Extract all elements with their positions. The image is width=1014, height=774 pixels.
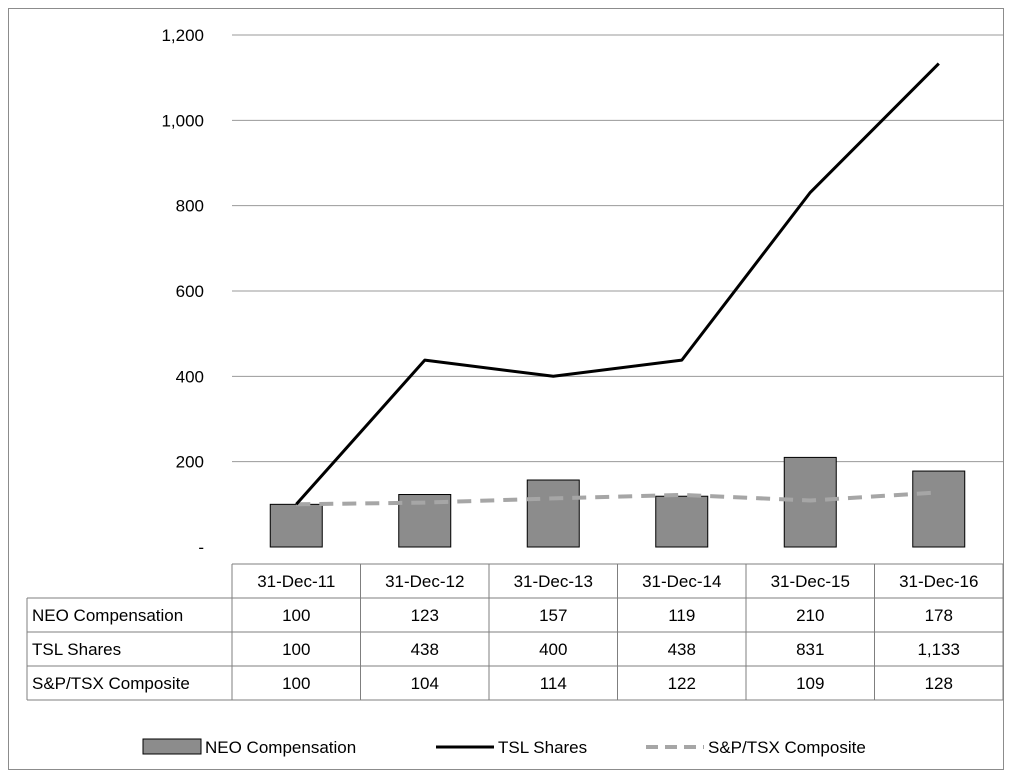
table-row-name: TSL Shares <box>32 640 121 659</box>
legend-label: S&P/TSX Composite <box>708 738 866 757</box>
table-cell-value: 109 <box>796 674 824 693</box>
x-category-label: 31-Dec-14 <box>642 572 721 591</box>
y-tick-label: 1,000 <box>161 111 204 130</box>
table-cell-value: 128 <box>925 674 953 693</box>
y-tick-label: 400 <box>176 367 204 386</box>
table-cell-value: 123 <box>411 606 439 625</box>
table-cell-value: 178 <box>925 606 953 625</box>
table-cell-value: 157 <box>539 606 567 625</box>
table-row-name: S&P/TSX Composite <box>32 674 190 693</box>
y-tick-label: 200 <box>176 453 204 472</box>
y-tick-label: 600 <box>176 282 204 301</box>
x-category-label: 31-Dec-12 <box>385 572 464 591</box>
series-line-2 <box>296 490 939 507</box>
bar <box>269 503 323 548</box>
bar <box>655 495 709 548</box>
table-cell-value: 100 <box>282 674 310 693</box>
chart-frame: - 200 400 600 800 1,000 1,200 31-Dec-11 31-Dec-1… <box>8 8 1004 770</box>
table-cell-value: 119 <box>668 606 695 625</box>
series-line-1 <box>295 62 940 506</box>
table-cell-value: 438 <box>668 640 696 659</box>
x-category-label: 31-Dec-11 <box>257 572 335 591</box>
table-row-name: NEO Compensation <box>32 606 183 625</box>
table-cell-value: 122 <box>668 674 696 693</box>
table-cell-value: 114 <box>540 674 567 693</box>
table-cell-value: 438 <box>411 640 439 659</box>
chart-svg: - 200 400 600 800 1,000 1,200 31-Dec-11 31-Dec-1… <box>26 26 1004 757</box>
table-cell-value: 100 <box>282 640 310 659</box>
y-tick-label: - <box>198 538 204 557</box>
legend-swatch-bar <box>142 738 202 755</box>
table-cell-value: 400 <box>539 640 567 659</box>
table-cell-value: 831 <box>796 640 824 659</box>
table-cell-value: 210 <box>796 606 824 625</box>
table-cell-value: 1,133 <box>917 640 960 659</box>
y-tick-label: 800 <box>176 197 204 216</box>
x-category-label: 31-Dec-13 <box>514 572 593 591</box>
y-tick-label: 1,200 <box>161 26 204 45</box>
table-cell-value: 100 <box>282 606 310 625</box>
legend-label: NEO Compensation <box>205 738 356 757</box>
bar <box>912 470 966 548</box>
x-category-label: 31-Dec-15 <box>771 572 850 591</box>
x-category-label: 31-Dec-16 <box>899 572 978 591</box>
table-cell-value: 104 <box>411 674 439 693</box>
legend-label: TSL Shares <box>498 738 587 757</box>
bar <box>526 479 580 548</box>
